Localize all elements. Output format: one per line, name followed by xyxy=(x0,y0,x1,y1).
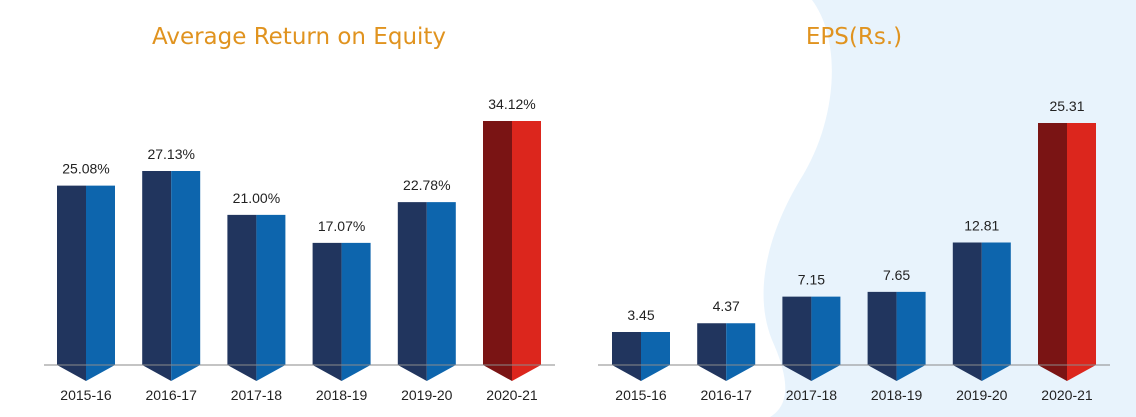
bar-roe-2015-16 xyxy=(57,185,115,381)
bar-face-left xyxy=(1038,123,1067,381)
bar-eps-2015-16 xyxy=(612,332,670,381)
data-label: 17.07% xyxy=(318,218,365,234)
data-label: 22.78% xyxy=(403,177,450,193)
x-tick-label: 2019-20 xyxy=(956,387,1008,403)
data-label: 21.00% xyxy=(233,190,280,206)
bar-eps-2020-21 xyxy=(1038,123,1096,381)
bar-eps-2019-20 xyxy=(952,242,1011,381)
data-label: 25.31 xyxy=(1049,98,1084,114)
data-label: 3.45 xyxy=(627,307,654,323)
bar-face-right xyxy=(896,291,926,381)
x-tick-label: 2020-21 xyxy=(486,387,538,403)
bar-face-left xyxy=(483,121,512,381)
eps-chart: EPS(Rs.) 3.45 4.37 7.15 7.65 12.81 25.31 2015… xyxy=(598,24,1110,403)
bar-face-left xyxy=(227,214,257,381)
bar-face-right xyxy=(256,214,286,381)
roe-bars xyxy=(57,121,541,381)
x-tick-label: 2018-19 xyxy=(871,387,923,403)
x-tick-label: 2017-18 xyxy=(786,387,838,403)
x-tick-label: 2015-16 xyxy=(60,387,112,403)
data-label: 25.08% xyxy=(62,161,109,177)
data-label: 12.81 xyxy=(964,218,999,234)
bar-roe-2019-20 xyxy=(397,202,456,381)
bar-face-left xyxy=(612,332,641,381)
bar-face-right xyxy=(86,185,115,381)
roe-tick-labels: 2015-16 2016-17 2017-18 2018-19 2019-20 2020-… xyxy=(60,387,538,403)
bar-face-right xyxy=(341,242,371,381)
data-label: 7.15 xyxy=(798,272,825,288)
bar-eps-2017-18 xyxy=(782,296,841,381)
data-label: 7.65 xyxy=(883,267,910,283)
bar-face-right xyxy=(1067,123,1096,381)
x-tick-label: 2019-20 xyxy=(401,387,453,403)
bar-face-right xyxy=(641,332,670,381)
bar-face-left xyxy=(57,185,86,381)
data-label: 4.37 xyxy=(713,298,740,314)
chart-title-eps: EPS(Rs.) xyxy=(806,24,902,50)
bar-face-left xyxy=(142,170,172,381)
bar-face-right xyxy=(811,296,841,381)
bar-face-right xyxy=(426,202,456,381)
bar-eps-2016-17 xyxy=(697,323,756,381)
data-label: 27.13% xyxy=(147,146,194,162)
eps-value-labels: 3.45 4.37 7.15 7.65 12.81 25.31 xyxy=(627,98,1084,323)
eps-tick-labels: 2015-16 2016-17 2017-18 2018-19 2019-20 2020-… xyxy=(615,387,1093,403)
bar-roe-2017-18 xyxy=(227,214,286,381)
x-tick-label: 2016-17 xyxy=(701,387,753,403)
bar-face-right xyxy=(512,121,541,381)
bar-face-right xyxy=(726,323,756,381)
bar-face-left xyxy=(397,202,427,381)
bar-face-right xyxy=(981,242,1011,381)
x-tick-label: 2018-19 xyxy=(316,387,368,403)
chart-title-roe: Average Return on Equity xyxy=(152,24,446,50)
bar-eps-2018-19 xyxy=(867,291,926,381)
bar-roe-2018-19 xyxy=(312,242,371,381)
bar-roe-2020-21 xyxy=(483,121,541,381)
bar-face-left xyxy=(312,242,342,381)
data-label: 34.12% xyxy=(488,96,535,112)
bar-face-left xyxy=(782,296,812,381)
bar-roe-2016-17 xyxy=(142,170,201,381)
bar-face-left xyxy=(697,323,727,381)
bar-face-right xyxy=(171,170,201,381)
eps-bars xyxy=(612,123,1096,381)
x-tick-label: 2016-17 xyxy=(146,387,198,403)
bar-face-left xyxy=(952,242,982,381)
bar-face-left xyxy=(867,291,897,381)
roe-value-labels: 25.08% 27.13% 21.00% 17.07% 22.78% 34.12% xyxy=(62,96,535,234)
x-tick-label: 2015-16 xyxy=(615,387,667,403)
x-tick-label: 2017-18 xyxy=(231,387,283,403)
roe-chart: Average Return on Equity 25.08% 27.13% 21.… xyxy=(44,24,555,403)
x-tick-label: 2020-21 xyxy=(1041,387,1093,403)
